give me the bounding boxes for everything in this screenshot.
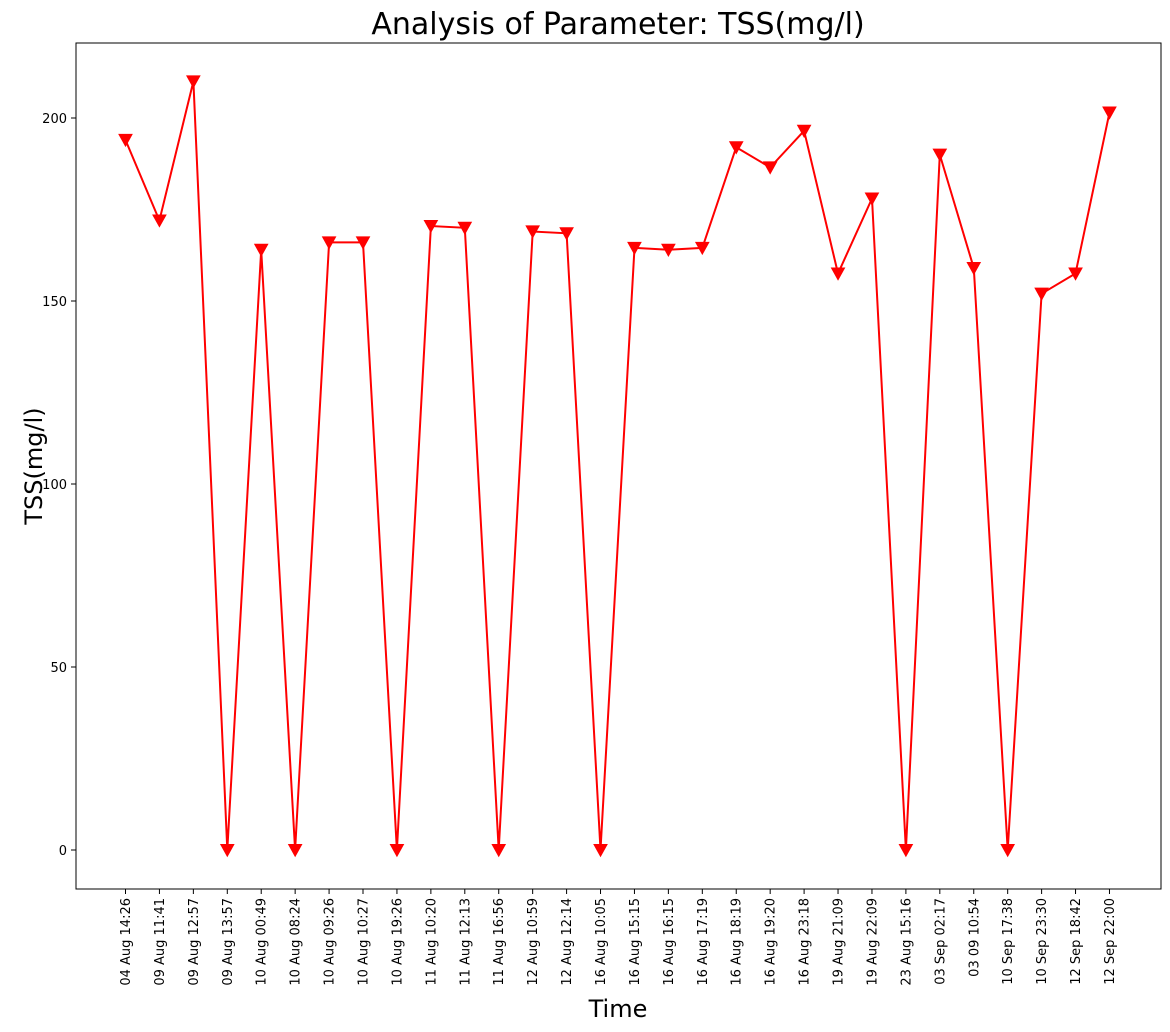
data-point-marker xyxy=(423,219,439,234)
data-point-marker xyxy=(491,843,507,858)
series-line xyxy=(124,81,1111,851)
x-tick-label: 09 Aug 13:57 xyxy=(221,898,236,986)
x-tick-label: 10 Sep 23:30 xyxy=(1035,898,1050,985)
x-tick-label: 03 Sep 02:17 xyxy=(933,898,948,985)
y-axis: 0 50 100 150 200 xyxy=(42,112,76,859)
data-point-marker xyxy=(219,843,235,858)
data-point-marker xyxy=(152,214,167,228)
data-point-marker xyxy=(932,148,948,162)
x-tick-label: 16 Aug 17:19 xyxy=(696,898,711,986)
data-point-marker xyxy=(762,161,778,175)
data-point-marker xyxy=(728,141,744,155)
data-point-marker xyxy=(321,236,337,250)
x-tick-label: 16 Aug 18:19 xyxy=(730,898,745,986)
x-tick-label: 10 Aug 08:24 xyxy=(289,898,304,986)
x-tick-label: 16 Aug 15:15 xyxy=(628,898,643,986)
x-tick-label: 10 Aug 00:49 xyxy=(255,898,270,986)
data-point-marker xyxy=(1000,843,1016,858)
data-point-marker xyxy=(457,221,473,236)
x-tick-label: 11 Aug 12:13 xyxy=(458,898,473,986)
y-tick-label: 150 xyxy=(42,295,67,310)
data-point-marker xyxy=(355,236,371,250)
x-tick-label: 16 Aug 23:18 xyxy=(798,898,813,986)
data-point-marker xyxy=(559,227,574,241)
x-tick-label: 12 Aug 12:14 xyxy=(560,898,575,986)
data-point-marker xyxy=(898,843,914,858)
x-tick-label: 03 09 10:54 xyxy=(967,898,982,977)
x-tick-label: 10 Aug 19:26 xyxy=(390,898,405,986)
y-tick-label: 100 xyxy=(42,478,67,493)
data-point-marker xyxy=(864,192,880,206)
x-tick-label: 23 Aug 15:16 xyxy=(899,898,914,986)
chart-title: Analysis of Parameter: TSS(mg/l) xyxy=(371,7,864,42)
y-tick-label: 0 xyxy=(59,844,67,859)
x-tick-label: 19 Aug 21:09 xyxy=(832,898,847,986)
x-tick-label: 11 Aug 10:20 xyxy=(424,898,439,986)
x-tick-label: 09 Aug 12:57 xyxy=(187,898,202,986)
data-point-marker xyxy=(389,843,405,858)
series-markers xyxy=(118,75,1117,858)
data-point-marker xyxy=(627,241,642,256)
x-tick-label: 10 Sep 17:38 xyxy=(1001,898,1016,985)
x-tick-label: 19 Aug 22:09 xyxy=(865,898,880,986)
data-point-marker xyxy=(1068,267,1083,281)
y-tick-label: 50 xyxy=(50,661,67,676)
data-point-marker xyxy=(694,241,710,256)
data-point-marker xyxy=(253,243,269,257)
x-tick-label: 16 Aug 19:20 xyxy=(764,898,779,986)
x-tick-label: 12 Aug 10:59 xyxy=(526,898,541,986)
x-tick-label: 12 Sep 18:42 xyxy=(1069,898,1084,985)
y-axis-label: TSS(mg/l) xyxy=(20,407,48,525)
data-point-marker xyxy=(1102,106,1117,120)
data-point-marker xyxy=(661,243,676,257)
x-tick-label: 04 Aug 14:26 xyxy=(119,898,134,986)
plot-frame xyxy=(75,42,1162,890)
data-point-marker xyxy=(118,133,133,148)
data-point-marker xyxy=(525,225,541,239)
data-point-marker xyxy=(830,267,846,281)
data-point-marker xyxy=(966,262,982,276)
x-axis-label: Time xyxy=(588,995,648,1023)
data-point-marker xyxy=(796,124,812,139)
x-tick-label: 12 Sep 22:00 xyxy=(1103,898,1118,985)
x-tick-label: 16 Aug 10:05 xyxy=(594,898,609,986)
x-tick-label: 10 Aug 09:26 xyxy=(323,898,338,986)
data-point-marker xyxy=(186,75,201,89)
x-tick-label: 11 Aug 16:56 xyxy=(492,898,507,986)
x-axis: 04 Aug 14:26 09 Aug 11:41 09 Aug 12:57 09 A… xyxy=(119,889,1118,986)
x-tick-label: 09 Aug 11:41 xyxy=(153,898,168,986)
data-point-marker xyxy=(1034,287,1049,301)
y-tick-label: 200 xyxy=(42,112,67,127)
data-point-marker xyxy=(593,843,608,858)
x-tick-label: 16 Aug 16:15 xyxy=(662,898,677,986)
data-point-marker xyxy=(287,843,303,858)
x-tick-label: 10 Aug 10:27 xyxy=(357,898,372,986)
